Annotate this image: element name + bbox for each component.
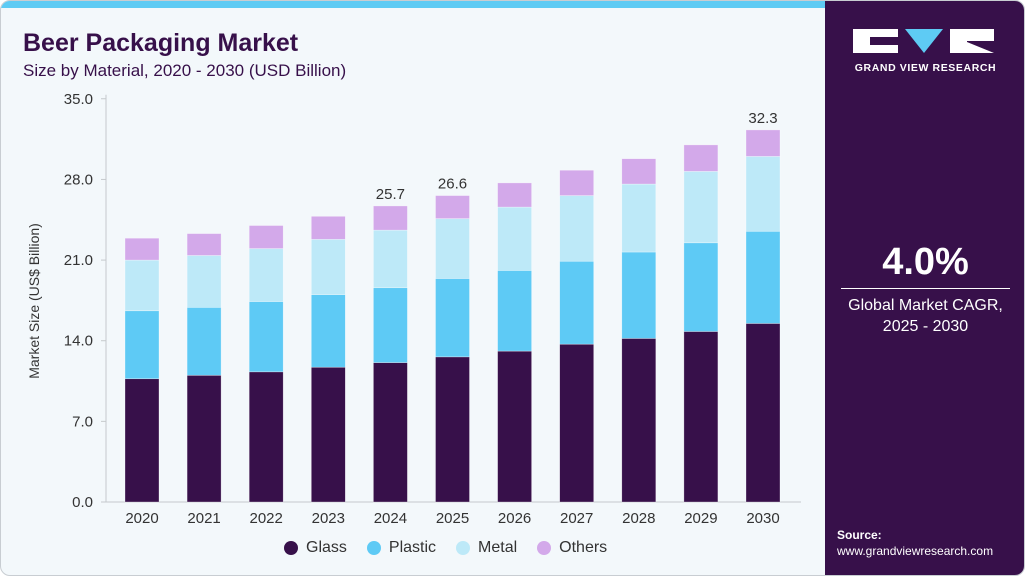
bar-segment-metal-2024	[373, 229, 408, 289]
bar-segment-plastic-2026	[497, 270, 532, 352]
legend-swatch	[456, 541, 471, 555]
legend-item-plastic: Plastic	[366, 539, 437, 557]
legend-item-glass: Glass	[284, 539, 347, 557]
bar-segment-others-2025	[435, 195, 470, 219]
x-tick-label: 2024	[374, 510, 407, 527]
brand-name: GRAND VIEW RESEARCH	[854, 62, 997, 74]
bar-segment-others-2027	[559, 169, 595, 196]
cagr-label-line2: 2025 - 2030	[882, 318, 969, 335]
bar-segment-plastic-2029	[683, 242, 719, 332]
bar-segment-glass-2023	[310, 366, 346, 503]
legend-item-metal: Metal	[456, 539, 517, 557]
bar-segment-plastic-2021	[186, 307, 222, 376]
bar-segment-others-2030	[745, 129, 781, 157]
x-tick-label: 2027	[560, 510, 593, 527]
info-panel: GRAND VIEW RESEARCH 4.0% Global Market C…	[825, 1, 1024, 575]
gvr-logo-icon	[853, 29, 994, 53]
y-tick-label: 0.0	[72, 494, 93, 511]
chart-title: Beer Packaging Market	[23, 29, 299, 57]
bar-segment-others-2024	[373, 205, 408, 231]
legend-label: Glass	[306, 539, 347, 556]
bar-segment-plastic-2028	[621, 251, 657, 339]
y-tick-label: 35.0	[64, 91, 93, 108]
legend-label: Plastic	[388, 539, 437, 556]
x-tick-label: 2023	[312, 510, 345, 527]
bar-chart: 0.0 7.0 14.0 21.0 28.0 35.0 Market Size (US$ B…	[26, 91, 801, 527]
bar-segment-glass-2025	[435, 356, 470, 503]
cagr-value: 4.0%	[882, 241, 969, 283]
y-tick-label: 7.0	[72, 413, 93, 430]
bar-segment-glass-2020	[124, 378, 160, 503]
legend-swatch	[537, 541, 552, 555]
x-tick-label: 2030	[746, 510, 779, 527]
bar-segment-metal-2028	[621, 183, 657, 253]
bar-segment-glass-2022	[248, 371, 284, 503]
data-label-2024: 25.7	[376, 186, 405, 203]
legend-item-others: Others	[537, 539, 607, 557]
y-tick-label: 14.0	[64, 333, 93, 350]
legend-label: Others	[559, 539, 608, 556]
legend-label: Metal	[478, 539, 518, 556]
cagr-label-line1: Global Market CAGR,	[848, 297, 1003, 314]
y-tick-label: 28.0	[64, 171, 93, 188]
legend: Glass Plastic Metal Others	[284, 539, 607, 557]
accent-strip	[1, 1, 825, 8]
bar-segment-others-2021	[186, 233, 222, 256]
bar-segment-others-2023	[310, 216, 346, 240]
x-tick-label: 2020	[125, 510, 158, 527]
bar-segment-glass-2026	[497, 350, 532, 503]
bar-segment-glass-2024	[373, 362, 408, 503]
divider	[841, 288, 1010, 289]
bar-segment-plastic-2027	[559, 260, 595, 345]
data-label-2030: 32.3	[748, 110, 777, 127]
bar-segment-glass-2028	[621, 338, 657, 503]
bar-segment-plastic-2030	[745, 230, 781, 324]
bar-segment-metal-2022	[248, 248, 284, 302]
bar-segment-metal-2027	[559, 195, 595, 262]
x-tick-label: 2029	[684, 510, 717, 527]
bar-segment-metal-2021	[186, 255, 222, 308]
y-tick-label: 21.0	[64, 252, 93, 269]
bar-segment-plastic-2023	[310, 294, 346, 368]
bar-segment-others-2029	[683, 144, 719, 172]
source-link[interactable]: www.grandviewresearch.com	[837, 544, 994, 558]
bar-segment-metal-2026	[497, 206, 532, 271]
bar-segment-glass-2021	[186, 374, 222, 503]
bar-segment-others-2026	[497, 182, 532, 208]
bar-segment-others-2028	[621, 158, 657, 185]
bar-segment-glass-2030	[745, 323, 781, 503]
bar-segment-others-2020	[124, 237, 160, 261]
bar-segment-metal-2029	[683, 171, 719, 244]
x-tick-label: 2026	[498, 510, 531, 527]
x-tick-label: 2025	[436, 510, 469, 527]
cagr-label: Global Market CAGR, 2025 - 2030	[825, 295, 1024, 337]
legend-swatch	[284, 541, 298, 555]
bar-segment-metal-2025	[435, 218, 470, 279]
bar-segment-plastic-2020	[124, 310, 160, 380]
data-label-2025: 26.6	[438, 176, 467, 193]
bar-segment-glass-2027	[559, 343, 595, 503]
x-tick-label: 2022	[250, 510, 283, 527]
bar-segment-others-2022	[248, 225, 284, 249]
x-tick-label: 2028	[622, 510, 655, 527]
bar-segment-metal-2020	[124, 259, 160, 312]
legend-swatch	[366, 541, 381, 555]
bar-segment-plastic-2024	[373, 287, 408, 363]
bar-segment-glass-2029	[683, 331, 719, 503]
bar-segment-metal-2030	[745, 156, 781, 232]
y-axis-label: Market Size (US$ Billion)	[26, 223, 42, 379]
chart-subtitle: Size by Material, 2020 - 2030 (USD Billi…	[23, 61, 347, 80]
bar-segment-metal-2023	[310, 239, 346, 295]
source-label: Source:	[837, 528, 882, 542]
x-tick-label: 2021	[187, 510, 220, 527]
bar-segment-plastic-2022	[248, 301, 284, 373]
bar-segment-plastic-2025	[435, 278, 470, 358]
